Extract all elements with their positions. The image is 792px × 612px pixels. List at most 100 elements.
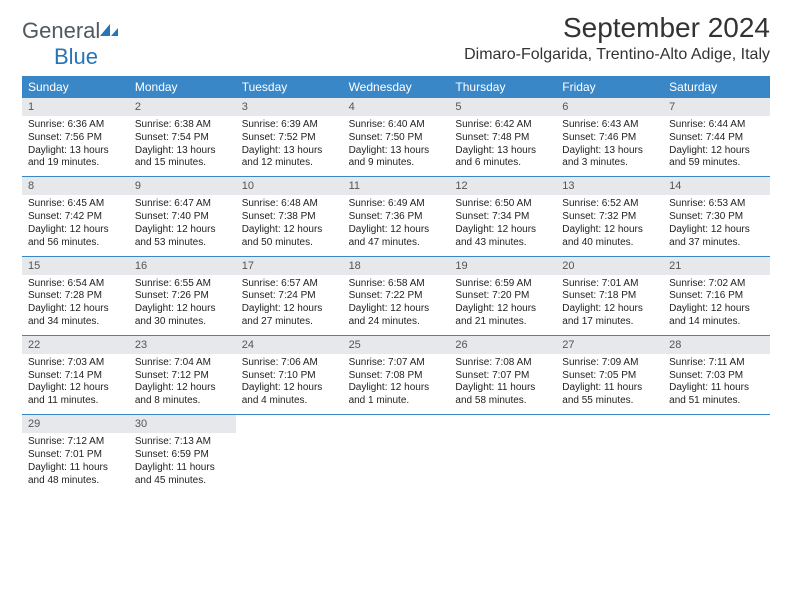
day-body: Sunrise: 6:43 AMSunset: 7:46 PMDaylight:…: [556, 116, 663, 176]
daylight-line: Daylight: 13 hours and 3 minutes.: [562, 145, 657, 171]
day-cell: 19Sunrise: 6:59 AMSunset: 7:20 PMDayligh…: [449, 257, 556, 335]
day-number: 16: [129, 257, 236, 275]
day-cell: 20 Sunrise: 7:01 AMSunset: 7:18 PMDayligh…: [556, 257, 663, 335]
day-number: [236, 415, 343, 433]
day-body: Sunrise: 6:57 AMSunset: 7:24 PMDaylight:…: [236, 275, 343, 335]
sunset-line: Sunset: 7:32 PM: [562, 211, 657, 224]
sunset-line: Sunset: 7:44 PM: [669, 132, 764, 145]
daylight-line: Daylight: 12 hours and 17 minutes.: [562, 303, 657, 329]
sunset-line: Sunset: 7:20 PM: [455, 290, 550, 303]
dow-cell: Monday: [129, 76, 236, 98]
day-body: Sunrise: 7:02 AMSunset: 7:16 PMDaylight:…: [663, 275, 770, 335]
brand-sail-icon: [98, 22, 120, 43]
sunset-line: Sunset: 7:18 PM: [562, 290, 657, 303]
daylight-line: Daylight: 12 hours and 30 minutes.: [135, 303, 230, 329]
daylight-line: Daylight: 12 hours and 11 minutes.: [28, 382, 123, 408]
day-number: 13: [556, 177, 663, 195]
week-row: 1Sunrise: 6:36 AMSunset: 7:56 PMDaylight…: [22, 98, 770, 177]
calendar-body: 1Sunrise: 6:36 AMSunset: 7:56 PMDaylight…: [22, 98, 770, 493]
day-body: Sunrise: 6:58 AMSunset: 7:22 PMDaylight:…: [343, 275, 450, 335]
sunrise-line: Sunrise: 6:48 AM: [242, 198, 337, 211]
day-cell: 9Sunrise: 6:47 AMSunset: 7:40 PMDaylight…: [129, 177, 236, 255]
day-body: Sunrise: 6:36 AMSunset: 7:56 PMDaylight:…: [22, 116, 129, 176]
day-body: Sunrise: 7:04 AMSunset: 7:12 PMDaylight:…: [129, 354, 236, 414]
day-body: Sunrise: 6:38 AMSunset: 7:54 PMDaylight:…: [129, 116, 236, 176]
sunrise-line: Sunrise: 6:55 AM: [135, 278, 230, 291]
sunset-line: Sunset: 7:01 PM: [28, 449, 123, 462]
day-number: 5: [449, 98, 556, 116]
day-number: 22: [22, 336, 129, 354]
sunrise-line: Sunrise: 7:01 AM: [562, 278, 657, 291]
week-row: 29Sunrise: 7:12 AMSunset: 7:01 PMDayligh…: [22, 415, 770, 493]
day-cell: 24Sunrise: 7:06 AMSunset: 7:10 PMDayligh…: [236, 336, 343, 414]
day-cell: 10Sunrise: 6:48 AMSunset: 7:38 PMDayligh…: [236, 177, 343, 255]
page-subtitle: Dimaro-Folgarida, Trentino-Alto Adige, I…: [464, 46, 770, 64]
sunset-line: Sunset: 7:12 PM: [135, 370, 230, 383]
sunset-line: Sunset: 7:34 PM: [455, 211, 550, 224]
sunrise-line: Sunrise: 7:13 AM: [135, 436, 230, 449]
sunrise-line: Sunrise: 6:52 AM: [562, 198, 657, 211]
day-cell: 13Sunrise: 6:52 AMSunset: 7:32 PMDayligh…: [556, 177, 663, 255]
day-body: Sunrise: 6:52 AMSunset: 7:32 PMDaylight:…: [556, 195, 663, 255]
daylight-line: Daylight: 12 hours and 24 minutes.: [349, 303, 444, 329]
sunset-line: Sunset: 7:16 PM: [669, 290, 764, 303]
day-number: 20: [556, 257, 663, 275]
day-cell: 29Sunrise: 7:12 AMSunset: 7:01 PMDayligh…: [22, 415, 129, 493]
day-cell: 26Sunrise: 7:08 AMSunset: 7:07 PMDayligh…: [449, 336, 556, 414]
day-cell: 6Sunrise: 6:43 AMSunset: 7:46 PMDaylight…: [556, 98, 663, 176]
sunrise-line: Sunrise: 6:44 AM: [669, 119, 764, 132]
sunset-line: Sunset: 7:28 PM: [28, 290, 123, 303]
daylight-line: Daylight: 11 hours and 51 minutes.: [669, 382, 764, 408]
day-body: Sunrise: 7:12 AMSunset: 7:01 PMDaylight:…: [22, 433, 129, 493]
day-body: Sunrise: 7:11 AMSunset: 7:03 PMDaylight:…: [663, 354, 770, 414]
daylight-line: Daylight: 13 hours and 6 minutes.: [455, 145, 550, 171]
sunset-line: Sunset: 7:22 PM: [349, 290, 444, 303]
day-body: Sunrise: 7:08 AMSunset: 7:07 PMDaylight:…: [449, 354, 556, 414]
sunrise-line: Sunrise: 6:47 AM: [135, 198, 230, 211]
daylight-line: Daylight: 12 hours and 53 minutes.: [135, 224, 230, 250]
sunset-line: Sunset: 7:40 PM: [135, 211, 230, 224]
daylight-line: Daylight: 12 hours and 27 minutes.: [242, 303, 337, 329]
day-body: Sunrise: 6:39 AMSunset: 7:52 PMDaylight:…: [236, 116, 343, 176]
day-number: 15: [22, 257, 129, 275]
dow-cell: Wednesday: [343, 76, 450, 98]
day-cell: 16Sunrise: 6:55 AMSunset: 7:26 PMDayligh…: [129, 257, 236, 335]
daylight-line: Daylight: 12 hours and 1 minute.: [349, 382, 444, 408]
week-row: 8Sunrise: 6:45 AMSunset: 7:42 PMDaylight…: [22, 177, 770, 256]
daylight-line: Daylight: 13 hours and 9 minutes.: [349, 145, 444, 171]
daylight-line: Daylight: 12 hours and 8 minutes.: [135, 382, 230, 408]
day-cell: 11Sunrise: 6:49 AMSunset: 7:36 PMDayligh…: [343, 177, 450, 255]
day-cell: 7Sunrise: 6:44 AMSunset: 7:44 PMDaylight…: [663, 98, 770, 176]
sunrise-line: Sunrise: 6:57 AM: [242, 278, 337, 291]
sunset-line: Sunset: 7:10 PM: [242, 370, 337, 383]
sunrise-line: Sunrise: 6:58 AM: [349, 278, 444, 291]
daylight-line: Daylight: 12 hours and 47 minutes.: [349, 224, 444, 250]
day-body: Sunrise: 6:44 AMSunset: 7:44 PMDaylight:…: [663, 116, 770, 176]
day-body: Sunrise: 6:42 AMSunset: 7:48 PMDaylight:…: [449, 116, 556, 176]
daylight-line: Daylight: 12 hours and 50 minutes.: [242, 224, 337, 250]
day-cell: 28Sunrise: 7:11 AMSunset: 7:03 PMDayligh…: [663, 336, 770, 414]
day-number: 7: [663, 98, 770, 116]
daylight-line: Daylight: 12 hours and 40 minutes.: [562, 224, 657, 250]
sunrise-line: Sunrise: 7:09 AM: [562, 357, 657, 370]
day-cell: 5Sunrise: 6:42 AMSunset: 7:48 PMDaylight…: [449, 98, 556, 176]
sunrise-line: Sunrise: 6:39 AM: [242, 119, 337, 132]
day-cell: 12Sunrise: 6:50 AMSunset: 7:34 PMDayligh…: [449, 177, 556, 255]
day-number: 6: [556, 98, 663, 116]
day-cell: 3Sunrise: 6:39 AMSunset: 7:52 PMDaylight…: [236, 98, 343, 176]
day-cell: 1Sunrise: 6:36 AMSunset: 7:56 PMDaylight…: [22, 98, 129, 176]
day-number: 25: [343, 336, 450, 354]
day-cell: [449, 415, 556, 493]
daylight-line: Daylight: 12 hours and 43 minutes.: [455, 224, 550, 250]
sunset-line: Sunset: 7:14 PM: [28, 370, 123, 383]
sunset-line: Sunset: 7:42 PM: [28, 211, 123, 224]
week-row: 22Sunrise: 7:03 AMSunset: 7:14 PMDayligh…: [22, 336, 770, 415]
day-number: [556, 415, 663, 433]
sunrise-line: Sunrise: 7:03 AM: [28, 357, 123, 370]
daylight-line: Daylight: 11 hours and 55 minutes.: [562, 382, 657, 408]
daylight-line: Daylight: 12 hours and 21 minutes.: [455, 303, 550, 329]
sunrise-line: Sunrise: 7:07 AM: [349, 357, 444, 370]
day-body: Sunrise: 6:48 AMSunset: 7:38 PMDaylight:…: [236, 195, 343, 255]
sunrise-line: Sunrise: 6:50 AM: [455, 198, 550, 211]
sunrise-line: Sunrise: 6:53 AM: [669, 198, 764, 211]
